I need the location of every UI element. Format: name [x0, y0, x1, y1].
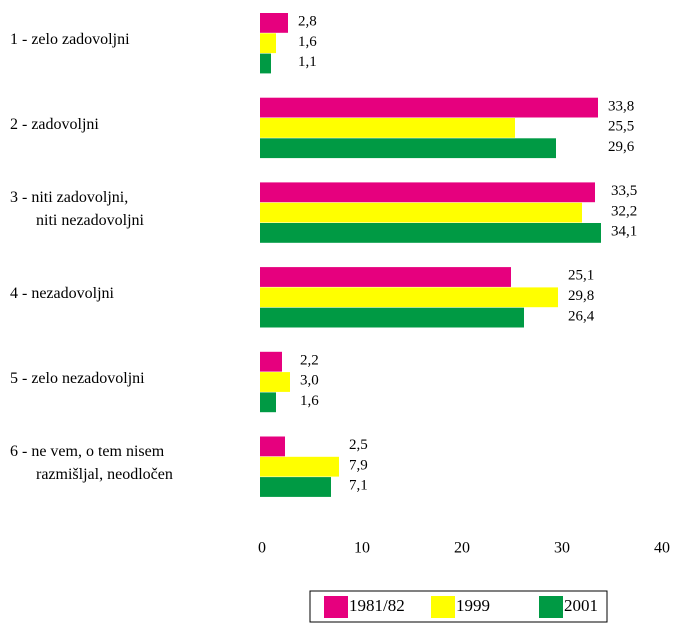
- value-label: 2,8: [298, 14, 317, 30]
- legend-swatch: [324, 596, 348, 618]
- bar: [260, 182, 595, 203]
- bar: [260, 287, 558, 308]
- bar: [260, 392, 276, 413]
- bar: [260, 202, 582, 223]
- category-label: 5 - zelo nezadovoljni: [10, 370, 145, 387]
- legend-label: 1981/82: [349, 596, 405, 615]
- category-label: 6 - ne vem, o tem nisem: [10, 443, 165, 460]
- bar: [260, 33, 276, 54]
- value-label: 7,9: [349, 457, 368, 473]
- value-label: 25,5: [608, 119, 634, 135]
- bar: [260, 13, 288, 33]
- bar: [260, 267, 511, 287]
- bar: [260, 436, 285, 457]
- bar: [260, 307, 524, 328]
- value-label: 33,5: [611, 183, 637, 199]
- x-tick-label: 30: [554, 540, 570, 557]
- legend-label: 1999: [456, 596, 490, 615]
- x-tick-label: 40: [654, 540, 670, 557]
- bar: [260, 118, 515, 138]
- category-label: 4 - nezadovoljni: [10, 285, 115, 302]
- value-label: 1,6: [300, 393, 319, 409]
- x-tick-label: 20: [454, 540, 470, 557]
- legend-label: 2001: [564, 596, 598, 615]
- bar: [260, 223, 601, 243]
- value-label: 25,1: [568, 268, 594, 284]
- category-label: 2 - zadovoljni: [10, 116, 99, 133]
- legend-swatch: [539, 596, 563, 618]
- value-label: 3,0: [300, 373, 319, 389]
- bar: [260, 97, 598, 118]
- bar: [260, 477, 331, 497]
- value-label: 34,1: [611, 224, 637, 240]
- legend-swatch: [431, 596, 455, 618]
- bar: [260, 351, 282, 372]
- value-label: 1,1: [298, 54, 317, 70]
- value-label: 33,8: [608, 98, 634, 114]
- category-label: 3 - niti zadovoljni,: [10, 189, 128, 206]
- category-label: 1 - zelo zadovoljni: [10, 31, 130, 48]
- x-tick-label: 10: [354, 540, 370, 557]
- bar: [260, 372, 290, 392]
- category-label: razmišljal, neodločen: [36, 466, 173, 483]
- value-label: 29,6: [608, 139, 635, 155]
- bar: [260, 456, 339, 477]
- value-label: 2,2: [300, 352, 319, 368]
- value-label: 32,2: [611, 203, 637, 219]
- x-tick-label: 0: [258, 540, 266, 557]
- legend-box: [309, 590, 608, 623]
- bar: [260, 138, 556, 159]
- value-label: 2,5: [349, 437, 368, 453]
- value-label: 29,8: [568, 288, 594, 304]
- bar: [260, 53, 271, 74]
- value-label: 26,4: [568, 308, 595, 324]
- value-label: 7,1: [349, 478, 368, 494]
- category-label: niti nezadovoljni: [36, 212, 145, 229]
- value-label: 1,6: [298, 34, 317, 50]
